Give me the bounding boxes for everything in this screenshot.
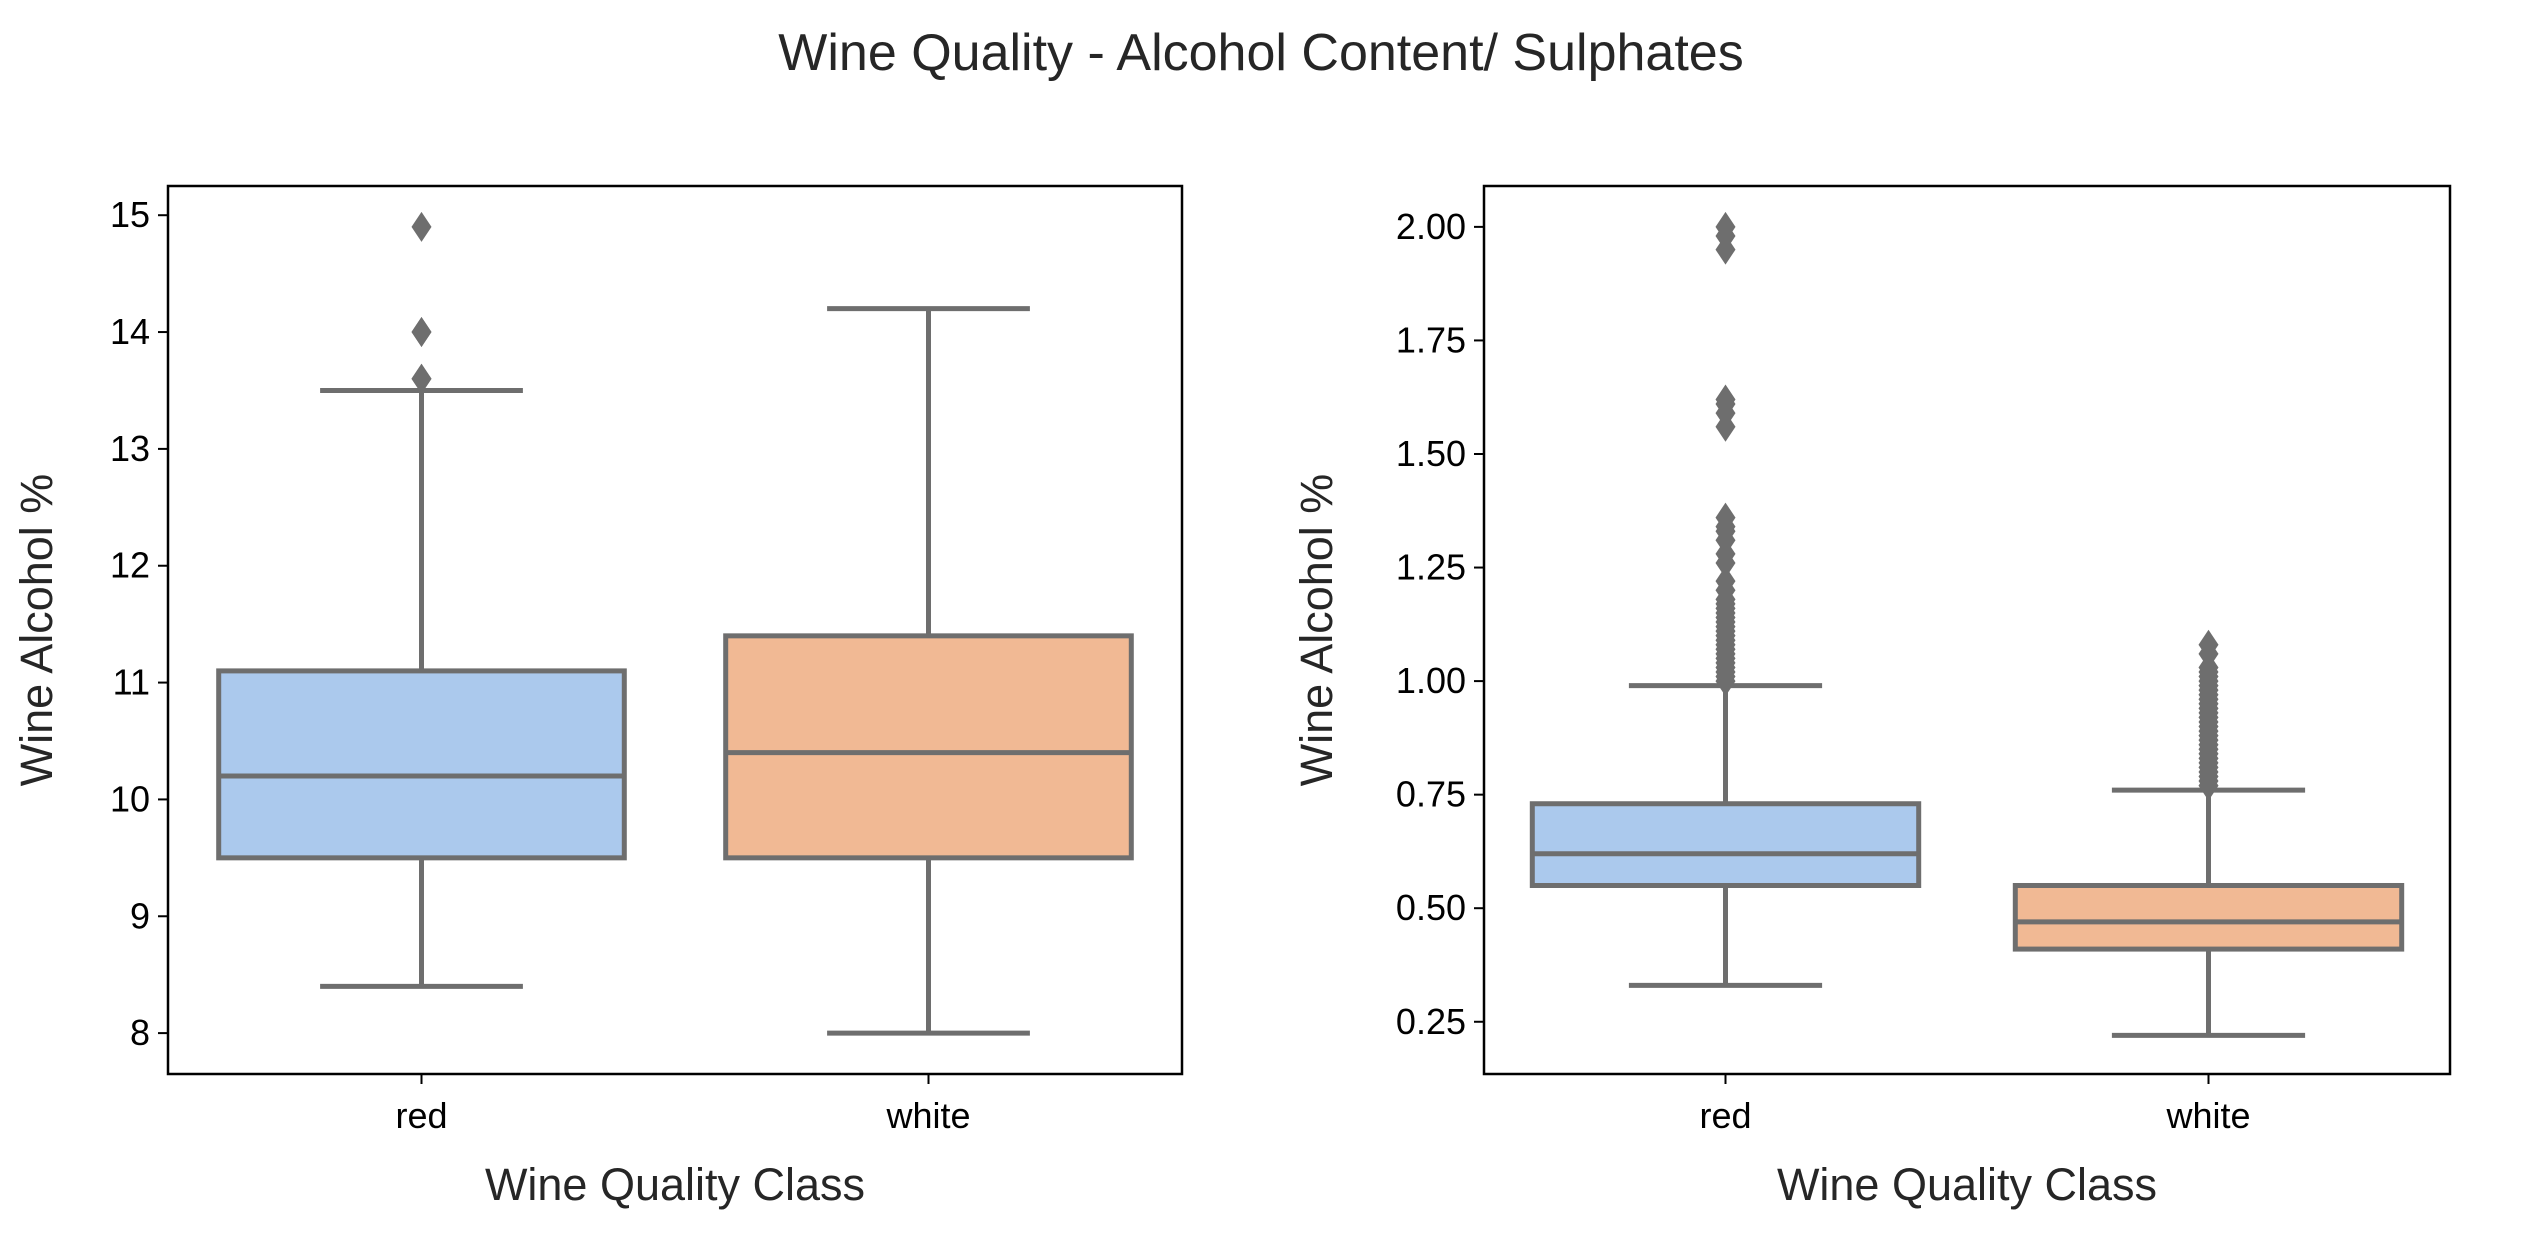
y-tick-label: 13 (110, 428, 150, 469)
box-red (1529, 801, 1922, 888)
y-tick-label: 14 (110, 311, 150, 352)
chart-panel-1: 8 9 10 11 12 13 14 15 red white Wine Quality Class… (11, 184, 1184, 1210)
y-tick-label: 0.25 (1396, 1001, 1466, 1042)
y-tick-label: 8 (130, 1012, 150, 1053)
box-white (723, 633, 1134, 861)
x-tick-label-white: white (885, 1095, 970, 1136)
outlier-white (2198, 629, 2219, 660)
y-tick-label: 15 (110, 194, 150, 235)
outlier-red (1715, 384, 1736, 415)
y-tick-label: 2.00 (1396, 206, 1466, 247)
y-axis-label: Wine Alcohol % (1291, 474, 1342, 787)
x-tick-label-red: red (1699, 1095, 1751, 1136)
outlier-red (1715, 502, 1736, 533)
y-tick-label: 1.50 (1396, 433, 1466, 474)
plot-frame (166, 184, 1184, 1076)
figure-title: Wine Quality - Alcohol Content/ Sulphate… (778, 24, 1743, 82)
outlier-red (411, 317, 432, 348)
y-tick-label: 0.75 (1396, 774, 1466, 815)
outlier-red (1715, 211, 1736, 242)
box-red (216, 668, 627, 861)
y-tick-label: 1.75 (1396, 319, 1466, 360)
x-tick-label-red: red (395, 1095, 447, 1136)
y-tick-label: 12 (110, 545, 150, 586)
outlier-red (411, 211, 432, 242)
outlier-red (1715, 566, 1736, 597)
x-axis-label: Wine Quality Class (485, 1159, 865, 1210)
y-tick-label: 9 (130, 895, 150, 936)
y-tick-label: 11 (113, 662, 150, 703)
outlier-red (411, 363, 432, 394)
y-axis-label: Wine Alcohol % (11, 474, 62, 787)
box-white (2012, 882, 2405, 952)
y-tick-label: 10 (110, 778, 150, 819)
plot-frame (1482, 184, 2452, 1076)
y-tick-label: 0.50 (1396, 887, 1466, 928)
x-tick-label-white: white (2165, 1095, 2250, 1136)
y-tick-label: 1.25 (1396, 547, 1466, 588)
y-tick-label: 1.00 (1396, 660, 1466, 701)
x-axis-label: Wine Quality Class (1777, 1159, 2157, 1210)
chart-panel-2: 0.25 0.50 0.75 1.00 1.25 1.50 1.75 2.00 red white… (1291, 184, 2452, 1210)
